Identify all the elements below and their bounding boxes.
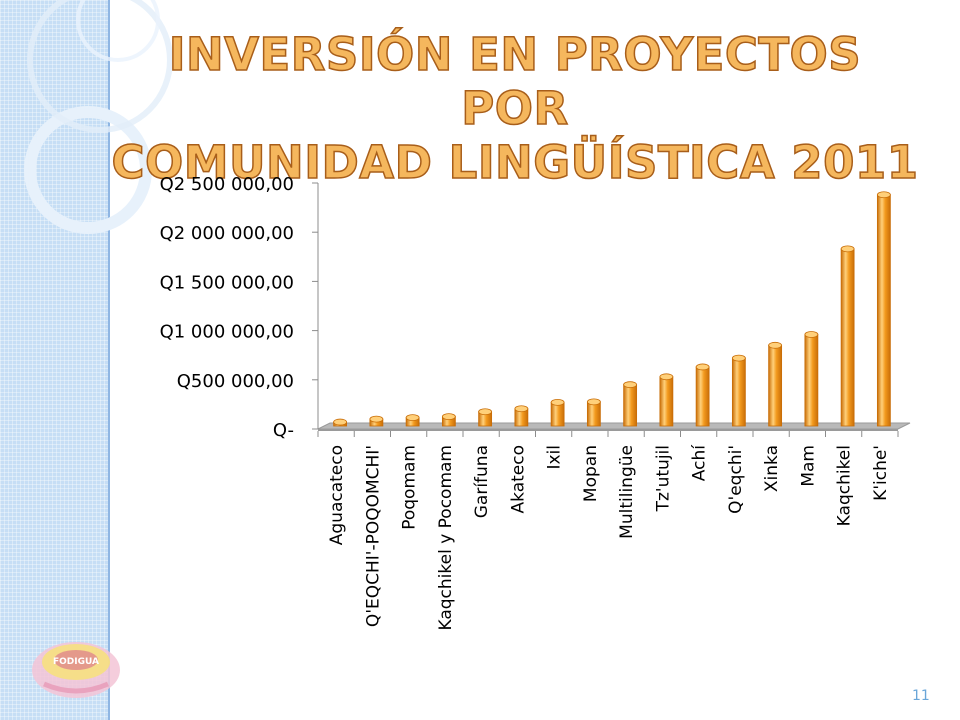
- x-category-label: Aguacateco: [327, 445, 347, 545]
- bar-body: [586, 401, 601, 427]
- x-category-label: Multilingüe: [617, 445, 637, 539]
- bar: [369, 415, 384, 427]
- labels-layer: Q- Q500 000,00 Q1 000 000,00 Q1 500 000,00 Q…: [160, 174, 891, 631]
- bar: [441, 413, 456, 427]
- x-category-label: Kaqchikel y Pocomam: [436, 445, 456, 631]
- slide-title: INVERSIÓN EN PROYECTOS POR COMUNIDAD LIN…: [110, 27, 920, 190]
- y-tick-label: Q500 000,00: [177, 371, 294, 392]
- y-tick-label: Q2 000 000,00: [160, 223, 294, 244]
- chart-floor-edge: [318, 429, 898, 431]
- bar: [333, 418, 348, 427]
- title-line-1: INVERSIÓN EN PROYECTOS POR: [168, 27, 862, 136]
- bar: [478, 408, 493, 427]
- y-tick-label: Q1 500 000,00: [160, 272, 294, 293]
- axis-layer: [312, 182, 911, 437]
- bar: [659, 373, 674, 427]
- x-category-label: Garífuna: [472, 445, 492, 518]
- page-number: 11: [912, 688, 930, 704]
- x-category-label: Q'eqchi': [726, 445, 746, 514]
- bar: [514, 405, 529, 427]
- bar-top: [695, 363, 710, 371]
- title-line-2: COMUNIDAD LINGÜÍSTICA 2011: [111, 135, 919, 190]
- bar: [768, 341, 783, 427]
- bar-top: [804, 331, 819, 338]
- bar-top: [550, 398, 565, 406]
- bar-top: [768, 341, 783, 349]
- bar-body: [659, 376, 674, 427]
- bar: [731, 354, 746, 427]
- bar-body: [695, 366, 710, 427]
- y-tick-label: Q2 500 000,00: [160, 174, 294, 195]
- bar-body: [840, 248, 855, 427]
- x-category-label: Akateco: [508, 445, 528, 513]
- bar-top: [514, 405, 529, 413]
- x-category-label: Achí: [690, 444, 710, 481]
- bar: [804, 331, 819, 427]
- bar-top: [731, 354, 746, 362]
- bar: [405, 414, 420, 427]
- bar-top: [876, 191, 891, 199]
- bar-top: [369, 415, 384, 423]
- y-tick-label: Q-: [273, 420, 294, 441]
- svg-text:FODIGUA: FODIGUA: [53, 657, 99, 667]
- bar-body: [623, 384, 638, 427]
- x-category-label: Ixil: [545, 445, 565, 470]
- x-category-label: Poqomam: [400, 445, 420, 530]
- bar: [586, 398, 601, 427]
- bar: [695, 363, 710, 427]
- x-category-label: Mopan: [581, 445, 601, 502]
- x-category-label: Q'EQCHI'-POQOMCHI': [363, 445, 383, 627]
- bar-top: [586, 398, 601, 406]
- bar: [623, 381, 638, 427]
- ring-large: [24, 106, 152, 234]
- bar: [876, 191, 891, 427]
- bar-body: [804, 334, 819, 427]
- bars-layer: [333, 191, 891, 427]
- bar-body: [768, 344, 783, 427]
- bar-top: [840, 245, 855, 253]
- bar-top: [659, 373, 674, 381]
- bar-body: [550, 401, 565, 427]
- decorative-rings: [24, 0, 173, 234]
- bar-top: [333, 418, 348, 426]
- y-tick-label: Q1 000 000,00: [160, 322, 294, 343]
- x-category-label: Mam: [798, 445, 818, 487]
- x-category-label: Kaqchikel: [835, 445, 855, 526]
- x-category-label: K'iche': [871, 445, 891, 501]
- x-category-label: Xinka: [762, 445, 782, 492]
- bar-top: [623, 381, 638, 389]
- bar-top: [405, 414, 420, 422]
- ring-top: [27, 0, 173, 133]
- ring-small: [76, 0, 160, 62]
- bar-body: [731, 357, 746, 427]
- bar: [550, 398, 565, 427]
- fodigua-logo: FODIGUA: [32, 642, 120, 698]
- bar-top: [441, 413, 456, 421]
- bar-top: [478, 408, 493, 416]
- bar-body: [876, 194, 891, 427]
- bar: [840, 245, 855, 427]
- x-category-label: Tz'utujil: [653, 445, 673, 512]
